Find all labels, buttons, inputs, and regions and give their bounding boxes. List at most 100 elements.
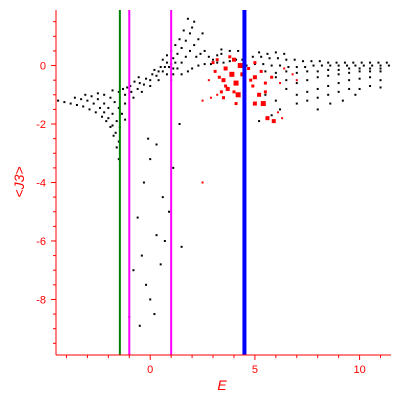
data-point-black [379,70,382,73]
data-point-black [251,55,254,58]
data-point-red [213,69,217,73]
data-point-black [163,66,166,69]
vertical-lines-layer [118,10,247,355]
data-point-red [263,90,267,94]
data-point-black [264,93,267,96]
data-point-black [117,140,120,143]
data-point-black [109,96,112,99]
data-point-black [369,85,372,88]
data-point-black [360,61,363,64]
data-point-black [69,102,72,105]
data-point-black [302,60,305,63]
data-point-black [316,76,319,79]
data-point-black [258,51,261,54]
data-point-black [165,54,168,57]
data-point-black [222,61,225,64]
data-point-black [283,52,286,55]
data-point-black [176,52,179,55]
data-point-black [320,64,323,67]
data-point-red [281,117,284,120]
data-point-red [223,66,228,71]
data-point-black [348,71,351,74]
data-point-black [337,64,340,67]
data-point-red [251,84,255,88]
data-point-black [114,131,117,134]
data-point-black [149,158,152,161]
data-point-black [182,29,185,32]
data-point-black [327,93,330,96]
data-point-black [157,70,160,73]
data-point-black [111,89,114,92]
data-point-black [369,76,372,79]
data-point-black [318,60,321,63]
data-point-black [377,61,380,64]
data-point-black [124,93,127,96]
data-point-black [133,80,136,83]
data-point-black [168,210,171,213]
data-point-black [285,87,288,90]
data-point-black [138,82,141,85]
data-point-black [346,64,349,67]
data-point-black [287,66,290,69]
data-point-black [295,71,298,74]
data-point-black [327,68,330,71]
data-point-black [189,49,191,52]
data-point-red [263,81,267,85]
data-point-red [229,71,235,77]
data-point-black [369,70,372,73]
data-point-black [201,32,204,35]
data-point-black [295,93,298,96]
data-point-black [235,58,238,61]
data-point-black [145,283,148,286]
data-point-black [180,245,183,248]
data-point-black [295,66,298,69]
x-tick-label: 10 [353,364,365,376]
data-point-black [105,120,108,123]
data-point-black [274,76,277,79]
data-point-black [199,52,202,55]
x-axis-label: E [217,377,227,393]
data-point-black [142,181,145,184]
data-point-red [252,75,257,80]
data-point-red [201,181,204,184]
data-point-red [219,90,223,94]
data-point-red [253,61,257,65]
data-point-black [285,79,288,82]
data-point-black [195,55,198,58]
y-tick-label: -6 [36,236,46,248]
data-point-black [120,112,123,115]
data-point-black [186,17,189,20]
data-point-black [107,106,110,109]
data-point-black [352,61,355,64]
data-point-red [271,119,276,124]
data-point-black [88,108,91,111]
data-point-black [96,98,99,101]
data-point-black [270,64,273,67]
data-point-black [130,90,133,93]
data-point-black [136,87,139,90]
data-point-black [385,61,388,64]
data-point-red [295,79,298,82]
data-point-black [165,61,168,64]
data-point-red [270,75,274,79]
data-point-black [379,64,382,67]
data-point-black [316,96,319,99]
data-point-black [341,99,344,102]
data-point-black [270,114,273,117]
data-point-black [159,66,162,69]
data-point-black [279,108,282,111]
data-point-black [193,20,196,23]
data-point-black [306,90,309,93]
data-point-black [126,86,129,89]
data-point-red [252,101,257,106]
data-point-black [103,111,106,114]
data-point-black [180,61,183,64]
data-point-red [237,63,243,69]
data-point-black [258,120,261,123]
data-point-black [138,324,141,327]
data-point-black [379,67,382,70]
data-point-black [172,67,175,70]
data-point-red [209,96,212,99]
data-point-red [232,90,236,94]
data-point-black [132,269,135,272]
